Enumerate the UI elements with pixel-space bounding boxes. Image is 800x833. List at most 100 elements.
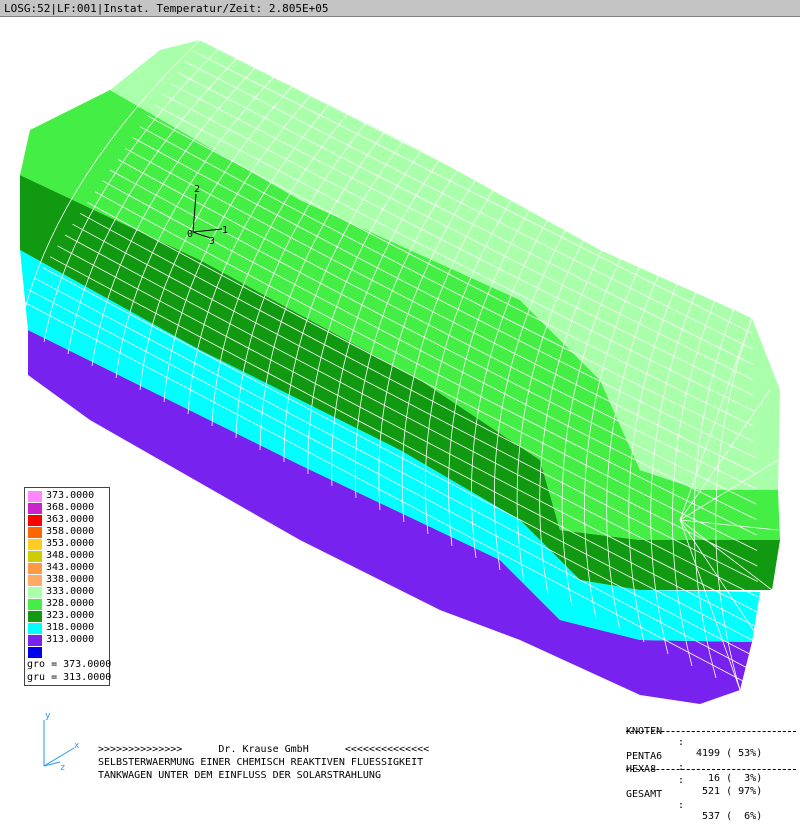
mesh-line-longitudinal	[184, 61, 753, 350]
legend-swatch	[28, 575, 42, 586]
mesh-line-longitudinal	[57, 245, 759, 613]
mesh-line-longitudinal	[147, 115, 755, 427]
mesh-line-circumferential	[163, 95, 311, 403]
mesh-line-longitudinal	[72, 223, 758, 582]
legend-swatch	[28, 551, 42, 562]
mesh-line-circumferential	[715, 317, 753, 691]
band-318	[20, 250, 760, 642]
local-axis-origin-label: 0	[187, 229, 193, 240]
legend-entry: 338.0000	[28, 574, 108, 586]
fem-viewport[interactable]: 2 1 3 0	[0, 18, 800, 800]
mesh-line-circumferential	[259, 132, 385, 451]
legend-entry: 323.0000	[28, 610, 108, 622]
element-statistics: KNOTEN : 4199 ( 53%) PENTA6 : 16 ( 3%) H…	[626, 715, 796, 822]
mesh-line-circumferential	[91, 67, 256, 367]
stats-key: GESAMT	[626, 789, 663, 800]
legend-label: 373.0000	[46, 490, 95, 501]
stats-value: 537 ( 6%)	[696, 811, 763, 822]
legend-swatch	[28, 491, 42, 502]
stats-value: 4199 ( 53%)	[696, 748, 763, 759]
mesh-line-longitudinal	[124, 147, 756, 474]
legend-entry: 373.0000	[28, 490, 108, 502]
legend-label: 348.0000	[46, 550, 95, 561]
legend-label: 368.0000	[46, 502, 95, 513]
mesh-line-circumferential	[650, 290, 698, 655]
footer-text: >>>>>>>>>>>>>> Dr. Krause GmbH <<<<<<<<<…	[98, 744, 429, 783]
legend-swatch	[28, 611, 42, 622]
mesh-line-circumferential	[516, 234, 587, 583]
mesh-line-circumferential	[539, 243, 606, 595]
mesh-line-longitudinal	[94, 191, 757, 536]
stats-key: KNOTEN	[626, 726, 663, 737]
mesh-line-circumferential	[115, 76, 274, 379]
mesh-line-endcap	[679, 459, 779, 521]
stats-separator	[626, 731, 796, 738]
local-axis-2-label: 2	[194, 184, 200, 195]
legend-swatch	[28, 539, 42, 550]
mesh-line-endcap	[679, 519, 773, 591]
band-313	[28, 330, 752, 704]
legend-entry: 358.0000	[28, 526, 108, 538]
mesh-line-circumferential	[187, 104, 330, 415]
legend-label: 318.0000	[46, 622, 95, 633]
mesh-line-circumferential	[471, 215, 550, 559]
legend-swatch	[28, 599, 42, 610]
mesh-line-longitudinal	[34, 277, 760, 660]
local-axis-3-label: 3	[209, 236, 215, 247]
stats-separator	[626, 769, 796, 776]
mesh-line-circumferential	[628, 280, 679, 643]
mesh-line-longitudinal	[87, 202, 758, 551]
mesh-line-circumferential	[43, 48, 219, 343]
mesh-line-circumferential	[307, 150, 422, 475]
legend-entry: 318.0000	[28, 622, 108, 634]
mesh-line-circumferential	[606, 271, 661, 631]
mesh-line-circumferential	[19, 39, 201, 331]
stats-value: 521 ( 97%)	[696, 786, 763, 797]
mesh-line-circumferential	[378, 178, 477, 511]
legend-swatch	[28, 503, 42, 514]
mesh-line-circumferential	[354, 169, 458, 499]
mesh-line-circumferential	[584, 262, 642, 619]
mesh-line-circumferential	[561, 252, 624, 607]
mesh-line-longitudinal	[19, 299, 761, 691]
mesh-line-endcap	[679, 519, 779, 531]
legend-swatch	[28, 635, 42, 646]
legend-label: 363.0000	[46, 514, 95, 525]
band-323	[20, 175, 780, 590]
mesh-line-circumferential	[448, 206, 532, 547]
mesh-line-longitudinal	[49, 256, 759, 629]
mesh-line-endcap	[679, 519, 761, 641]
mesh-line-endcap	[679, 317, 753, 521]
title-text: LOSG:52|LF:001|Instat. Temperatur/Zeit: …	[4, 2, 329, 15]
local-axis-triad	[192, 193, 223, 239]
legend-entry: 328.0000	[28, 598, 108, 610]
legend-label: 313.0000	[46, 634, 95, 645]
footer-line-title: SELBSTERWAERMUNG EINER CHEMISCH REAKTIVE…	[98, 757, 424, 768]
legend-swatch	[28, 623, 42, 634]
mesh-line-circumferential	[283, 141, 403, 463]
mesh-line-longitudinal	[169, 82, 754, 381]
mesh-line-longitudinal	[139, 126, 755, 443]
stats-key: HEXA8	[626, 764, 657, 775]
footer-line-subtitle: TANKWAGEN UNTER DEM EINFLUSS DER SOLARST…	[98, 770, 381, 781]
legend-swatch	[28, 587, 42, 598]
color-legend: 373.0000 368.0000 363.0000 358.0000 353.0000…	[24, 487, 112, 686]
mesh-line-longitudinal	[162, 93, 754, 396]
mesh-line-circumferential	[401, 188, 495, 523]
legend-min-value: gru = 313.0000	[27, 672, 112, 683]
legend-entry: 343.0000	[28, 562, 108, 574]
stats-colon: :	[678, 775, 685, 786]
title-bar: LOSG:52|LF:001|Instat. Temperatur/Zeit: …	[0, 0, 800, 17]
stats-colon: :	[678, 762, 685, 773]
legend-label: 323.0000	[46, 610, 95, 621]
legend-entry	[28, 647, 108, 658]
mesh-line-circumferential	[139, 86, 293, 391]
mesh-line-circumferential	[211, 113, 348, 427]
band-333	[110, 40, 780, 490]
legend-label: 353.0000	[46, 538, 95, 549]
mesh-line-endcap	[679, 389, 771, 521]
stats-row-hexa8: HEXA8 : 521 ( 97%)	[626, 753, 796, 797]
legend-swatch	[28, 647, 42, 658]
footer-line-company: >>>>>>>>>>>>>> Dr. Krause GmbH <<<<<<<<<…	[98, 744, 430, 755]
mesh-line-circumferential	[693, 308, 734, 679]
